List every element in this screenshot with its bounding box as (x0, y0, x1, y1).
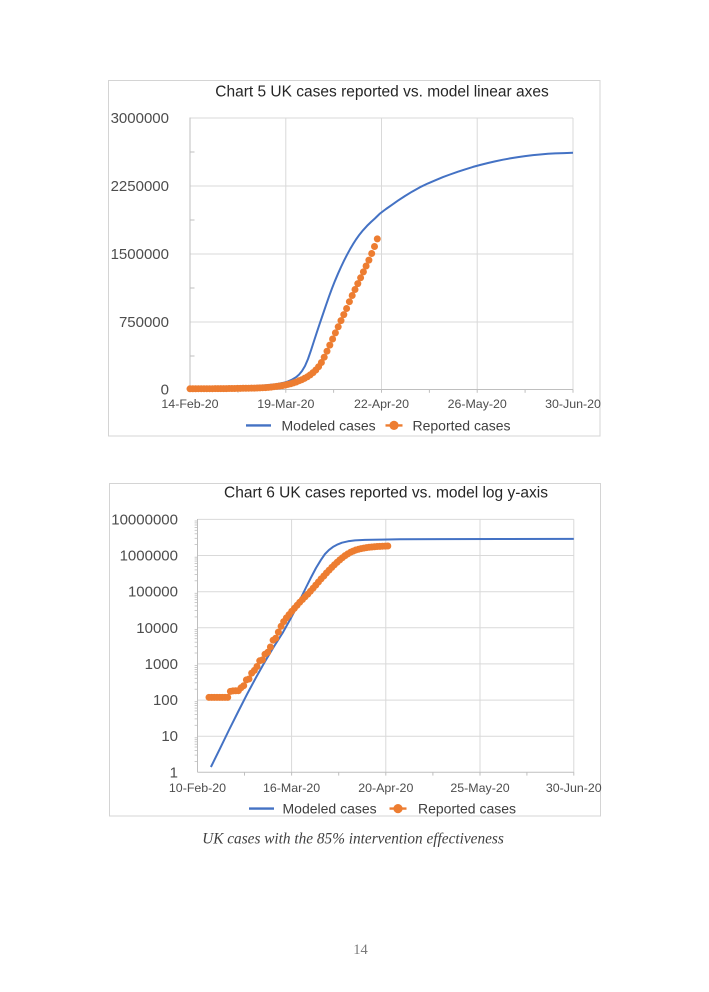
svg-text:30-Jun-20: 30-Jun-20 (546, 781, 602, 795)
svg-text:22-Apr-20: 22-Apr-20 (354, 397, 409, 411)
svg-text:1000000: 1000000 (120, 548, 178, 565)
svg-text:19-Mar-20: 19-Mar-20 (257, 397, 314, 411)
svg-text:26-May-20: 26-May-20 (448, 397, 507, 411)
svg-text:10000000: 10000000 (111, 511, 178, 528)
svg-text:14-Feb-20: 14-Feb-20 (161, 397, 218, 411)
svg-text:100: 100 (153, 692, 178, 709)
svg-text:Modeled cases: Modeled cases (283, 801, 377, 817)
svg-text:16-Mar-20: 16-Mar-20 (263, 781, 320, 795)
svg-text:Chart 6 UK cases reported vs.: Chart 6 UK cases reported vs. model log … (224, 485, 548, 502)
svg-text:14: 14 (353, 942, 368, 958)
svg-text:100000: 100000 (128, 584, 178, 601)
svg-text:20-Apr-20: 20-Apr-20 (358, 781, 413, 795)
svg-text:1500000: 1500000 (111, 246, 169, 263)
svg-text:0: 0 (161, 382, 169, 399)
svg-text:750000: 750000 (119, 314, 169, 331)
svg-text:Reported cases: Reported cases (418, 801, 516, 817)
svg-text:Reported cases: Reported cases (413, 417, 511, 433)
svg-text:10000: 10000 (136, 620, 178, 637)
svg-text:Modeled cases: Modeled cases (282, 417, 376, 433)
svg-text:2250000: 2250000 (111, 178, 169, 195)
svg-text:1: 1 (170, 764, 178, 781)
svg-text:Chart 5 UK cases reported vs.: Chart 5 UK cases reported vs. model line… (215, 84, 549, 101)
svg-text:1000: 1000 (145, 656, 178, 673)
svg-text:25-May-20: 25-May-20 (450, 781, 509, 795)
svg-text:10-Feb-20: 10-Feb-20 (169, 781, 226, 795)
svg-text:UK cases with the 85% interven: UK cases with the 85% intervention effec… (202, 831, 504, 848)
svg-text:30-Jun-20: 30-Jun-20 (545, 397, 601, 411)
svg-text:3000000: 3000000 (111, 110, 169, 127)
svg-text:10: 10 (161, 728, 178, 745)
